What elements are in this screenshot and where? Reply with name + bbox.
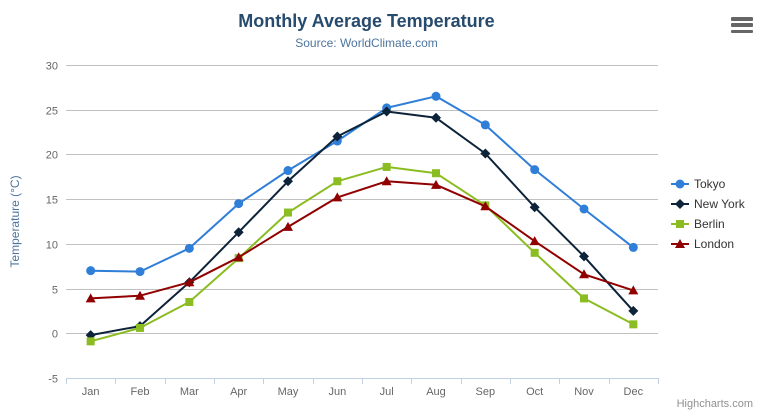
data-point-new-york-sep[interactable] <box>480 148 491 159</box>
series-london[interactable] <box>85 176 639 303</box>
x-axis-label: Aug <box>426 386 446 398</box>
hamburger-icon <box>731 17 753 21</box>
data-point-berlin-nov[interactable] <box>580 294 588 303</box>
legend-marker-circle <box>671 179 689 189</box>
series-line[interactable] <box>89 110 635 337</box>
hamburger-icon <box>731 23 753 27</box>
data-point-new-york-jul[interactable] <box>381 106 392 117</box>
data-point-tokyo-dec[interactable] <box>628 242 638 252</box>
data-point-berlin-feb[interactable] <box>136 323 144 332</box>
x-axis-label: Jun <box>328 386 346 398</box>
y-axis-label: 20 <box>46 150 58 162</box>
data-point-new-york-aug[interactable] <box>431 112 441 123</box>
hamburger-icon <box>731 29 753 33</box>
highcharts-credit[interactable]: Highcharts.com <box>676 398 753 410</box>
data-point-new-york-oct[interactable] <box>529 202 540 213</box>
x-axis-label: Dec <box>624 386 644 398</box>
legend: Tokyo New York Berlin London <box>671 177 745 257</box>
chart-header: Monthly Average Temperature Source: Worl… <box>0 11 733 50</box>
y-axis-label: 5 <box>52 285 58 297</box>
data-point-london-jan[interactable] <box>85 293 96 303</box>
legend-label: Tokyo <box>694 177 726 191</box>
y-axis-label: 15 <box>46 195 58 207</box>
legend-item-london[interactable]: London <box>671 237 745 251</box>
x-axis-label: Nov <box>574 386 594 398</box>
legend-label: Berlin <box>694 217 725 231</box>
series-line[interactable] <box>89 165 635 343</box>
x-axis-label: Oct <box>526 386 543 398</box>
data-point-tokyo-sep[interactable] <box>480 120 490 130</box>
y-axis-label: 25 <box>46 106 58 118</box>
y-axis-label: 0 <box>52 329 58 341</box>
y-axis-title: Temperature (°C) <box>8 175 22 267</box>
data-point-tokyo-feb[interactable] <box>135 267 145 277</box>
data-point-london-may[interactable] <box>283 221 293 231</box>
x-axis-label: Apr <box>230 386 247 398</box>
data-point-tokyo-nov[interactable] <box>579 204 589 214</box>
series-line[interactable] <box>89 95 635 273</box>
data-point-berlin-may[interactable] <box>284 208 292 217</box>
data-point-london-aug[interactable] <box>431 179 441 189</box>
data-point-tokyo-may[interactable] <box>283 166 293 176</box>
y-axis-label: -5 <box>48 374 58 386</box>
x-axis-label: Feb <box>131 386 150 398</box>
data-point-new-york-jun[interactable] <box>332 131 343 142</box>
data-point-berlin-aug[interactable] <box>432 169 440 178</box>
data-point-london-jun[interactable] <box>332 192 343 202</box>
y-axis-label: 10 <box>46 240 58 252</box>
data-point-berlin-mar[interactable] <box>185 297 194 306</box>
legend-marker-triangle <box>671 239 689 248</box>
data-point-tokyo-jan[interactable] <box>86 266 96 276</box>
series-new-york[interactable] <box>85 106 639 341</box>
data-point-london-apr[interactable] <box>233 252 244 262</box>
data-point-london-dec[interactable] <box>628 285 639 295</box>
chart-title: Monthly Average Temperature <box>238 11 495 31</box>
data-point-london-sep[interactable] <box>480 201 491 211</box>
data-point-berlin-jul[interactable] <box>382 162 391 171</box>
data-point-berlin-jun[interactable] <box>333 177 342 186</box>
x-axis-label: Mar <box>180 386 199 398</box>
export-menu-button[interactable] <box>731 17 754 33</box>
legend-label: London <box>694 237 735 251</box>
legend-marker-diamond <box>671 199 689 209</box>
data-point-london-jul[interactable] <box>381 176 392 186</box>
series-tokyo[interactable] <box>86 91 638 277</box>
data-point-new-york-dec[interactable] <box>628 305 639 316</box>
data-point-tokyo-apr[interactable] <box>234 199 244 209</box>
legend-item-new-york[interactable]: New York <box>671 197 745 211</box>
data-point-tokyo-oct[interactable] <box>530 165 540 175</box>
data-point-london-nov[interactable] <box>579 269 589 279</box>
chart-subtitle: Source: WorldClimate.com <box>295 36 438 50</box>
data-point-new-york-may[interactable] <box>283 176 293 187</box>
series-line[interactable] <box>89 180 635 300</box>
data-point-tokyo-mar[interactable] <box>184 243 194 253</box>
data-point-berlin-oct[interactable] <box>530 248 539 257</box>
data-point-london-oct[interactable] <box>529 236 540 246</box>
data-point-berlin-jan[interactable] <box>86 337 95 346</box>
data-point-berlin-dec[interactable] <box>629 320 638 329</box>
legend-item-tokyo[interactable]: Tokyo <box>671 177 745 191</box>
x-axis-label: Sep <box>476 386 496 398</box>
legend-label: New York <box>694 197 745 211</box>
x-axis-label: May <box>278 386 299 398</box>
legend-item-berlin[interactable]: Berlin <box>671 217 745 231</box>
legend-marker-square <box>671 220 689 228</box>
data-point-london-feb[interactable] <box>135 290 145 300</box>
data-point-london-mar[interactable] <box>184 277 195 287</box>
x-axis-label: Jul <box>380 386 394 398</box>
data-point-new-york-nov[interactable] <box>579 251 589 262</box>
data-point-tokyo-aug[interactable] <box>431 91 441 101</box>
y-axis-label: 30 <box>46 61 58 73</box>
x-axis-label: Jan <box>82 386 100 398</box>
data-point-new-york-apr[interactable] <box>233 227 244 238</box>
